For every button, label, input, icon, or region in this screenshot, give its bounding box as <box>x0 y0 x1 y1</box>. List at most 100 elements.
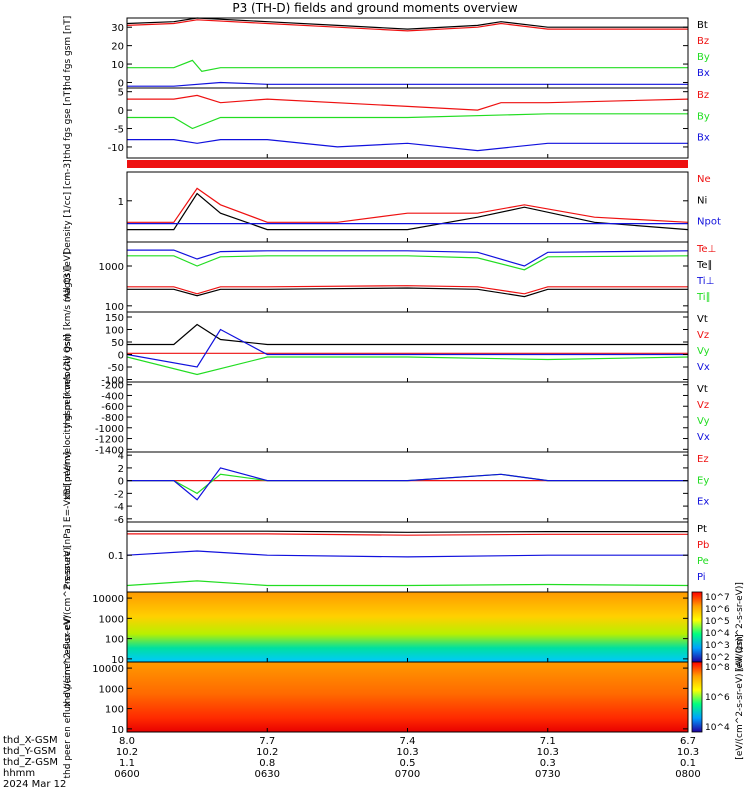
x-tick-label: 7.4 <box>400 736 416 747</box>
series-line-fgs_gse-Bx <box>127 139 688 152</box>
y-axis-label: Density [1/cc] [cm-3] <box>63 159 73 254</box>
colorbar-tick-label: 10^5 <box>705 617 730 627</box>
colorbar-tick-label: 10^7 <box>705 593 730 603</box>
series-line-fgs_gsm-Bt <box>126 17 688 30</box>
y-tick-label: 100 <box>105 705 124 716</box>
series-line-efield-Ey <box>127 473 688 495</box>
series-line-peir_velocity-Vt <box>127 323 688 346</box>
legend-entry: Vx <box>697 362 710 373</box>
xaxis-row-x: thd_X-GSM <box>3 735 58 746</box>
legend-entry: Vz <box>697 400 709 411</box>
legend-entry: Vy <box>697 346 710 357</box>
y-tick-label: -1200 <box>95 435 124 446</box>
x-tick-label: 10.3 <box>677 747 699 758</box>
y-tick-label: -100 <box>101 376 124 387</box>
y-tick-label: 50 <box>111 338 124 349</box>
x-tick-label: 0.5 <box>400 758 416 769</box>
y-tick-label: 1000 <box>99 262 124 273</box>
legend-entry: By <box>697 52 710 63</box>
y-tick-label: -6 <box>114 515 124 526</box>
x-tick-label: 10.3 <box>396 747 418 758</box>
x-tick-label: 0700 <box>395 769 420 780</box>
y-axis-label: Pressure [nPa] <box>63 525 73 590</box>
y-tick-label: -800 <box>101 413 124 424</box>
y-axis-label: thd peir velocity gsm [km/s (All Qs)] <box>63 266 73 429</box>
y-tick-label: -4 <box>114 502 124 513</box>
series-line-efield-Ex <box>127 467 688 501</box>
x-tick-label: 0.8 <box>259 758 275 769</box>
panel-frame-density <box>126 171 689 243</box>
legend-entry: Npot <box>697 217 721 228</box>
x-tick-label: 10.2 <box>256 747 278 758</box>
y-tick-label: -600 <box>101 402 124 413</box>
legend-entry: Ni <box>697 195 707 206</box>
y-tick-label: 0 <box>118 78 124 89</box>
legend-entry: Te⊥ <box>696 244 716 255</box>
x-tick-label: 0600 <box>114 769 139 780</box>
legend-entry: Ey <box>697 475 709 486</box>
legend-entry: Ti⊥ <box>696 276 714 287</box>
y-tick-label: 10 <box>111 655 124 666</box>
x-tick-label: 6.7 <box>680 736 696 747</box>
y-tick-label: -2 <box>114 489 124 500</box>
series-line-fgs_gse-By <box>127 113 688 130</box>
xaxis-row-time: hhmm <box>3 768 36 779</box>
x-tick-label: 0630 <box>255 769 280 780</box>
colorbar-tick-label: 10^8 <box>705 663 730 673</box>
xaxis-row-y: thd_Y-GSM <box>3 746 57 757</box>
legend-entry: Pt <box>697 524 707 535</box>
panel-frame-fgs_gse <box>126 87 689 159</box>
x-tick-label: 7.7 <box>259 736 275 747</box>
y-tick-label: 0 <box>118 106 124 117</box>
y-tick-label: 100 <box>105 635 124 646</box>
legend-entry: Vz <box>697 330 709 341</box>
colorbar-label: [eV/(cm^2-s-sr-eV) (All Qs)] <box>735 634 745 759</box>
panel-frame-efield <box>126 451 689 523</box>
y-tick-label: 100 <box>105 326 124 337</box>
legend-entry: Pb <box>697 540 709 551</box>
series-line-fgs_gse-Bz <box>127 94 689 111</box>
legend-entry: Bz <box>697 90 709 101</box>
y-tick-label: 10000 <box>92 664 124 675</box>
x-axis-row-labels: thd_X-GSM thd_Y-GSM thd_Z-GSM hhmm 2024 … <box>3 735 66 790</box>
y-tick-label: 2 <box>118 464 124 475</box>
separator-band <box>127 160 688 168</box>
series-line-temperature-Te⊥ <box>127 285 688 295</box>
y-tick-label: 150 <box>105 313 124 324</box>
series-line-temperature-Ti∥ <box>127 255 689 271</box>
x-tick-label: 10.3 <box>537 747 559 758</box>
y-tick-label: 1000 <box>99 684 124 695</box>
y-tick-label: 0 <box>118 477 124 488</box>
y-tick-label: -1400 <box>95 445 124 456</box>
x-tick-label: 0.1 <box>680 758 696 769</box>
colorbar-tick-label: 10^4 <box>705 723 730 733</box>
y-tick-label: 1000 <box>99 614 124 625</box>
series-line-peir_velocity-Vx <box>126 328 688 368</box>
series-line-pressure-Pi <box>126 550 688 558</box>
legend-entry: Ne <box>697 174 711 185</box>
y-tick-label: -50 <box>108 363 124 374</box>
legend-entry: Ez <box>697 454 709 465</box>
series-line-fgs_gsm-Bz <box>126 19 688 32</box>
legend-entry: Vy <box>697 416 710 427</box>
x-tick-label: 1.1 <box>119 758 135 769</box>
y-axis-label: thd peer en eflux eV/(cm^2-s-sr-eV) <box>63 615 73 778</box>
series-line-fgs_gsm-By <box>127 59 688 73</box>
xaxis-row-z: thd_Z-GSM <box>3 757 58 768</box>
colorbar-peer_en_eflux <box>691 661 703 733</box>
y-tick-label: -400 <box>101 391 124 402</box>
heatmap-peir_en_eflux <box>127 592 688 662</box>
x-tick-label: 0730 <box>535 769 560 780</box>
y-tick-label: 1 <box>118 197 124 208</box>
x-tick-label: 0.3 <box>540 758 556 769</box>
y-tick-label: 10 <box>111 60 124 71</box>
y-axis-label: thd fgs gse [nT] <box>63 87 73 158</box>
series-line-pressure-Pb <box>127 533 688 536</box>
panel-frame-temperature <box>126 241 689 313</box>
legend-entry: By <box>697 111 710 122</box>
x-tick-label: 10.2 <box>116 747 138 758</box>
legend-entry: Vx <box>697 432 710 443</box>
y-tick-label: 20 <box>111 42 124 53</box>
y-tick-label: 5 <box>118 88 124 99</box>
